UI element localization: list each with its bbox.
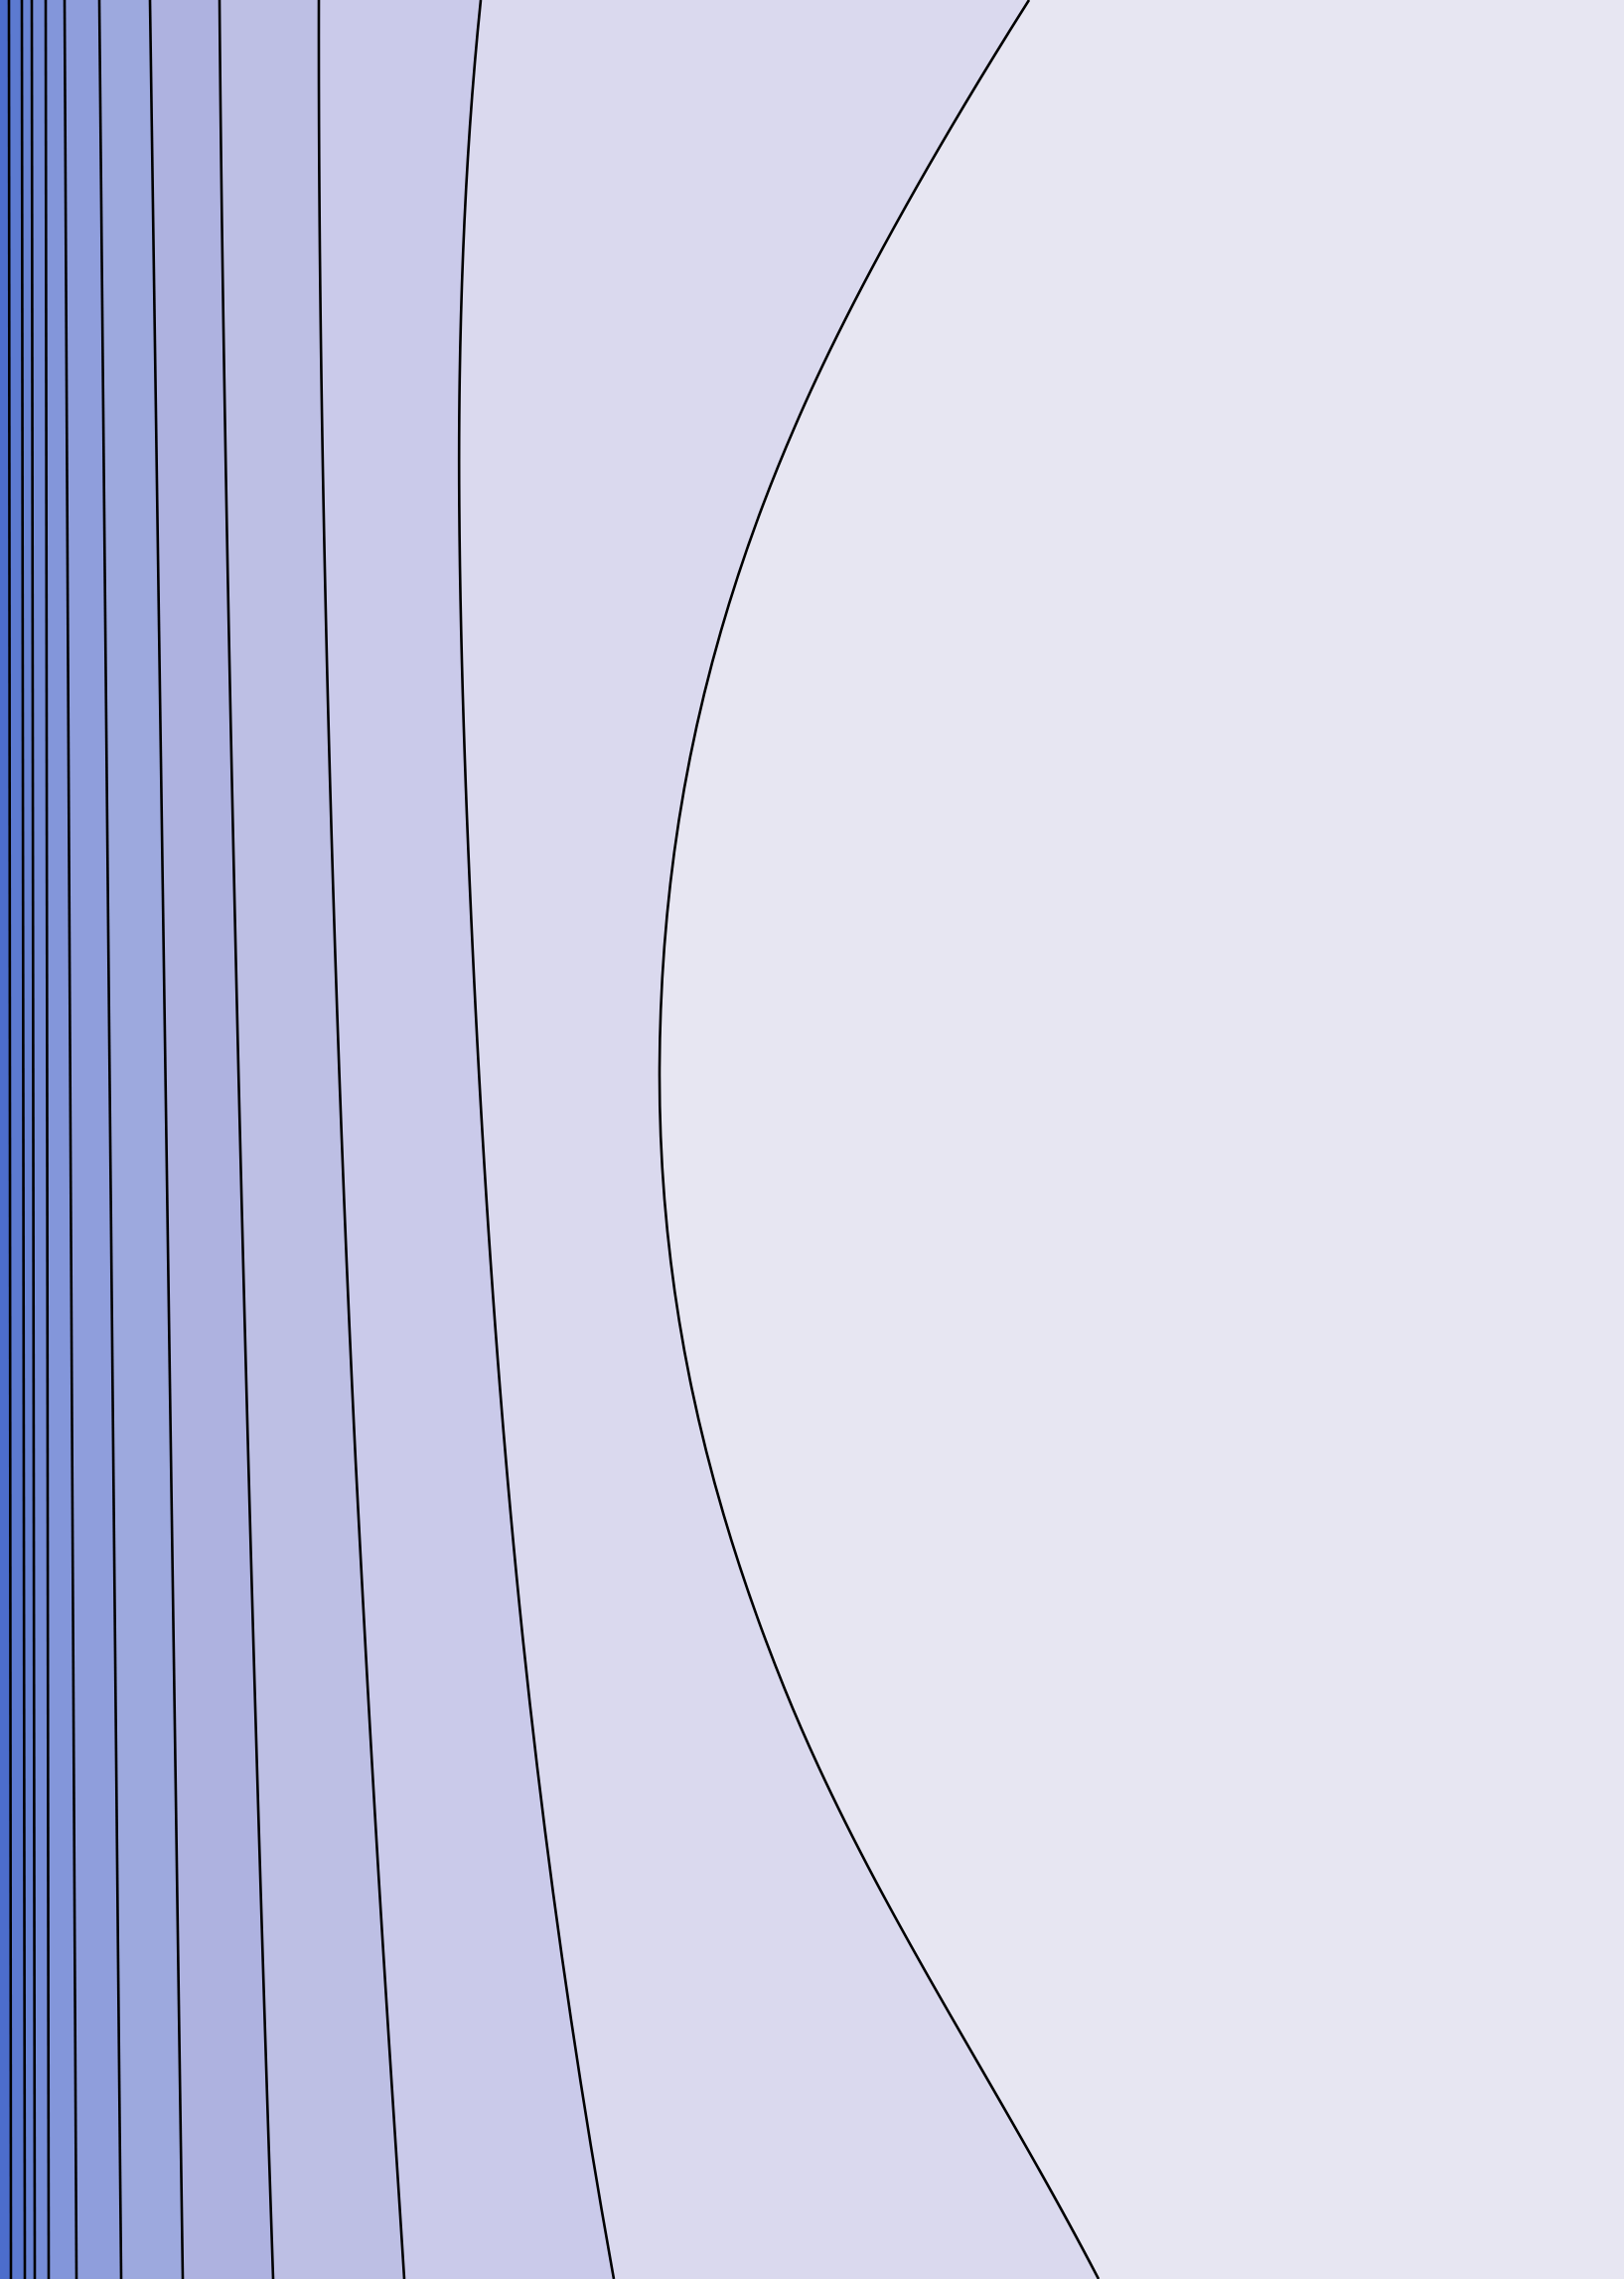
contour-line-4 [218, 0, 275, 2279]
contour-line-3 [317, 0, 406, 2279]
contour-lines [7, 0, 1101, 2279]
contour-line-7 [63, 0, 78, 2279]
contour-line-2 [457, 0, 616, 2279]
contour-line-5 [148, 0, 185, 2279]
contour-line-8 [44, 0, 51, 2279]
contour-line-10 [20, 0, 27, 2279]
contour-line-1 [658, 0, 1101, 2279]
contour-line-11 [7, 0, 13, 2279]
contour-line-9 [30, 0, 37, 2279]
contour-line-6 [97, 0, 123, 2279]
